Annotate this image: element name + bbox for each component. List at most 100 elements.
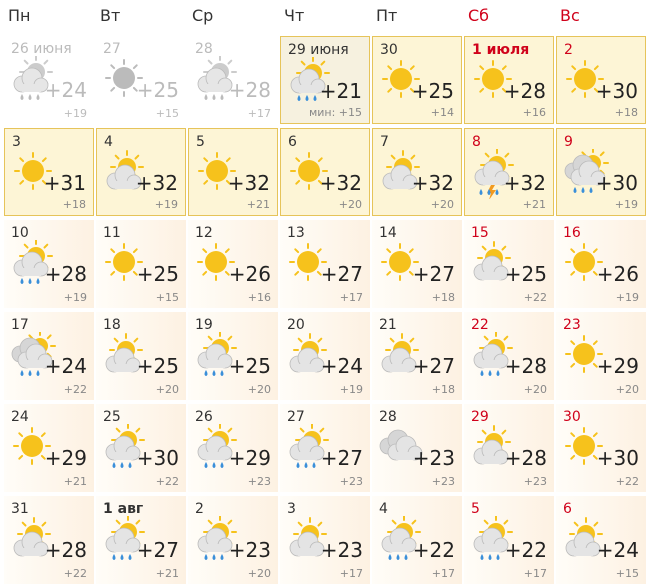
temp-min: +22 bbox=[615, 475, 639, 488]
day-cell: 5 +22 +17 bbox=[464, 496, 554, 584]
date: 27 bbox=[103, 41, 121, 57]
temp-max: +24 bbox=[44, 354, 87, 378]
temp-min: +19 bbox=[339, 383, 363, 396]
temp-max: +28 bbox=[503, 79, 546, 103]
temp-max: +24 bbox=[320, 354, 363, 378]
weather-icon bbox=[287, 56, 335, 111]
temp-min: +16 bbox=[522, 106, 546, 119]
weekday: Чт bbox=[284, 6, 305, 25]
temp-min: +17 bbox=[523, 567, 547, 580]
day-cell: 16 +26 +19 bbox=[556, 220, 646, 308]
temp-min: +17 bbox=[339, 567, 363, 580]
weather-icon bbox=[10, 424, 58, 478]
weather-icon bbox=[470, 424, 518, 478]
temp-min: +18 bbox=[431, 291, 455, 304]
day-cell: 9 +30 +19 bbox=[556, 128, 646, 216]
day-cell: 23 +29 +20 bbox=[556, 312, 646, 400]
date: 3 bbox=[12, 134, 21, 150]
temp-min: +20 bbox=[338, 198, 362, 211]
temp-max: +30 bbox=[595, 171, 638, 195]
temp-max: +23 bbox=[412, 446, 455, 470]
weather-icon bbox=[286, 240, 334, 294]
date: 6 bbox=[288, 134, 297, 150]
date: 16 bbox=[563, 225, 581, 241]
weather-icon bbox=[471, 148, 519, 203]
day-cell: 12 +26 +16 bbox=[188, 220, 278, 308]
temp-max: +32 bbox=[227, 171, 270, 195]
temp-min: +18 bbox=[614, 106, 638, 119]
day-cell: 24 +29 +21 bbox=[4, 404, 94, 492]
temp-max: +23 bbox=[228, 538, 271, 562]
temp-max: +25 bbox=[136, 262, 179, 286]
temp-max: +25 bbox=[504, 262, 547, 286]
temp-max: +27 bbox=[412, 354, 455, 378]
temp-max: +28 bbox=[504, 354, 547, 378]
day-cell: 13 +27 +17 bbox=[280, 220, 370, 308]
weekday: Вт bbox=[100, 6, 121, 25]
temp-min: +19 bbox=[615, 291, 639, 304]
temp-min: +15 bbox=[155, 107, 179, 120]
date: 17 bbox=[11, 317, 29, 333]
weather-icon bbox=[102, 423, 150, 478]
date: 13 bbox=[287, 225, 305, 241]
temp-min: +20 bbox=[523, 383, 547, 396]
temp-max: +25 bbox=[136, 78, 179, 102]
day-cell: 27 +25 +15 bbox=[96, 36, 186, 124]
day-cell: 27 +27 +23 bbox=[280, 404, 370, 492]
date: 10 bbox=[11, 225, 29, 241]
date: 14 bbox=[379, 225, 397, 241]
date: 29 bbox=[471, 409, 489, 425]
date: 22 bbox=[471, 317, 489, 333]
temp-max: +23 bbox=[320, 538, 363, 562]
date: 1 июля bbox=[472, 42, 530, 58]
day-cell: 1 июля +28 +16 bbox=[464, 36, 554, 124]
weather-icon bbox=[102, 515, 150, 570]
date: 4 bbox=[104, 134, 113, 150]
date: 30 bbox=[380, 42, 398, 58]
date: 15 bbox=[471, 225, 489, 241]
day-cell: 29 +28 +23 bbox=[464, 404, 554, 492]
date: 11 bbox=[103, 225, 121, 241]
weather-icon bbox=[470, 240, 518, 294]
weekday: Пт bbox=[376, 6, 398, 25]
temp-min: +22 bbox=[155, 475, 179, 488]
day-cell: 26 +29 +23 bbox=[188, 404, 278, 492]
temp-max: +32 bbox=[411, 171, 454, 195]
weather-icon bbox=[379, 149, 427, 203]
weather-icon bbox=[378, 240, 426, 294]
temp-max: +28 bbox=[504, 446, 547, 470]
day-cell: 11 +25 +15 bbox=[96, 220, 186, 308]
weather-icon bbox=[562, 424, 610, 478]
temp-max: +27 bbox=[412, 262, 455, 286]
temp-min: +23 bbox=[523, 475, 547, 488]
temp-max: +21 bbox=[319, 79, 362, 103]
day-cell: 5 +32 +21 bbox=[188, 128, 278, 216]
day-cell: 2 +23 +20 bbox=[188, 496, 278, 584]
date: 28 bbox=[379, 409, 397, 425]
day-cell: 30 +25 +14 bbox=[372, 36, 462, 124]
date: 26 bbox=[195, 409, 213, 425]
date: 12 bbox=[195, 225, 213, 241]
date: 25 bbox=[103, 409, 121, 425]
weather-icon bbox=[10, 239, 58, 294]
day-cell: 4 +32 +19 bbox=[96, 128, 186, 216]
weather-icon bbox=[102, 332, 150, 386]
temp-min: +17 bbox=[431, 567, 455, 580]
day-cell: 18 +25 +20 bbox=[96, 312, 186, 400]
weather-icon bbox=[378, 332, 426, 386]
temp-min: +17 bbox=[339, 291, 363, 304]
temp-max: +30 bbox=[596, 446, 639, 470]
date: 1 авг bbox=[103, 501, 144, 517]
weather-icon bbox=[195, 149, 243, 203]
date: 28 bbox=[195, 41, 213, 57]
weather-icon bbox=[194, 331, 242, 386]
weather-icon bbox=[562, 240, 610, 294]
temp-min: +19 bbox=[154, 198, 178, 211]
date: 8 bbox=[472, 134, 481, 150]
temp-min: +15 bbox=[155, 291, 179, 304]
day-cell: 14 +27 +18 bbox=[372, 220, 462, 308]
weather-icon bbox=[103, 149, 151, 203]
date: 27 bbox=[287, 409, 305, 425]
date: 6 bbox=[563, 501, 572, 517]
temp-max: +26 bbox=[596, 262, 639, 286]
